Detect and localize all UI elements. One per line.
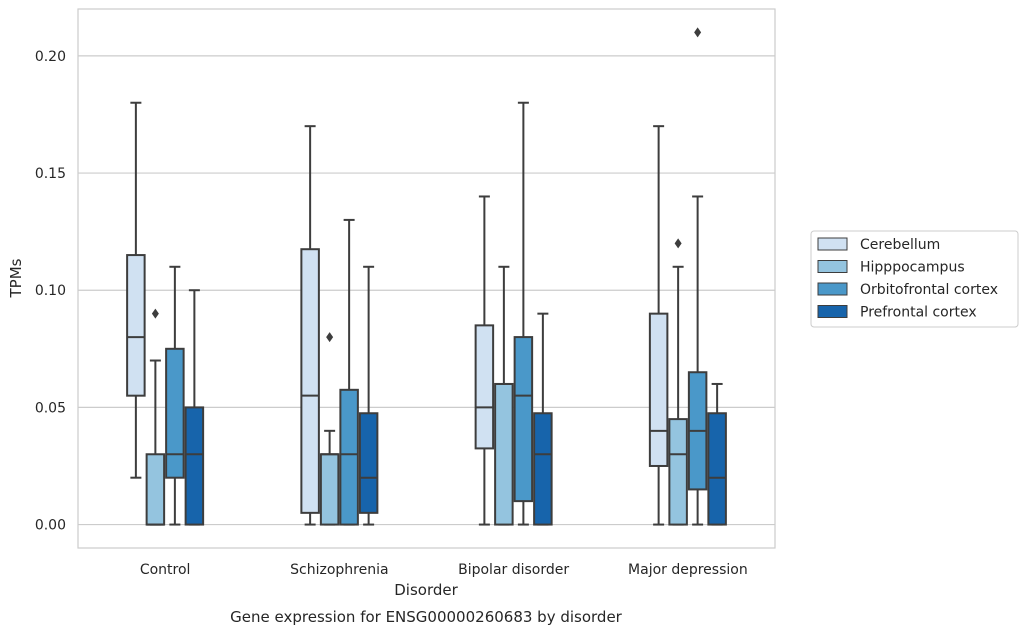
y-tick-label: 0.20 — [35, 49, 66, 65]
y-tick-label: 0.00 — [35, 518, 66, 534]
box-iqr — [707, 412, 727, 526]
outlier-point — [326, 332, 334, 343]
y-tick-label: 0.05 — [35, 400, 66, 416]
box-cerebellum-1 — [300, 125, 320, 526]
y-axis-label: TPMs — [7, 258, 25, 298]
box-hipppocampus-2 — [494, 265, 514, 526]
box-cerebellum-2 — [474, 195, 495, 526]
box-cerebellum-3 — [648, 125, 669, 526]
box-iqr — [126, 254, 146, 397]
plot-frame — [77, 8, 776, 549]
outlier-point — [151, 308, 159, 319]
legend-label: Cerebellum — [860, 237, 940, 253]
box-orbitofrontal-cortex-0 — [165, 265, 185, 526]
box-iqr — [145, 453, 166, 526]
box-hipppocampus-1 — [319, 332, 340, 526]
x-tick-label: Schizophrenia — [290, 562, 388, 578]
legend-label: Orbitofrontal cortex — [860, 282, 998, 298]
box-orbitofrontal-cortex-1 — [339, 218, 359, 526]
legend-swatch — [817, 282, 848, 296]
box-iqr — [474, 324, 495, 450]
x-tick-label: Major depression — [628, 562, 748, 578]
x-tick-label: Bipolar disorder — [458, 562, 569, 578]
box-iqr — [513, 336, 534, 503]
box-iqr — [533, 412, 553, 526]
box-prefrontal-cortex-2 — [533, 312, 553, 526]
x-tick-label: Control — [140, 562, 191, 578]
legend-swatch — [817, 260, 848, 273]
box-iqr — [358, 412, 379, 514]
y-tick-label: 0.10 — [35, 283, 66, 299]
legend-label: Hipppocampus — [860, 260, 965, 276]
box-prefrontal-cortex-1 — [358, 265, 379, 526]
box-hipppocampus-3 — [668, 238, 688, 526]
box-iqr — [494, 382, 514, 526]
box-iqr — [165, 347, 185, 479]
chart-caption: Gene expression for ENSG00000260683 by d… — [230, 608, 623, 626]
box-iqr — [339, 388, 359, 526]
legend-swatch — [817, 237, 848, 251]
box-hipppocampus-0 — [145, 308, 166, 526]
box-prefrontal-cortex-0 — [184, 289, 205, 526]
box-series — [126, 27, 727, 526]
x-tick-labels: Control Schizophrenia Bipolar disorder Majo… — [140, 562, 748, 578]
box-prefrontal-cortex-3 — [707, 382, 727, 526]
legend-label: Prefrontal cortex — [860, 305, 977, 321]
y-tick-label: 0.15 — [35, 166, 66, 182]
box-iqr — [668, 418, 688, 526]
outlier-point — [694, 27, 702, 38]
outlier-point — [674, 238, 682, 249]
box-iqr — [184, 406, 205, 526]
x-axis-label: Disorder — [394, 581, 458, 599]
y-tick-labels: 0.00 0.05 0.10 0.15 0.20 — [35, 49, 66, 534]
box-cerebellum-0 — [126, 101, 146, 479]
legend: Cerebellum Hipppocampus Orbitofrontal cort… — [810, 230, 1019, 328]
box-iqr — [319, 453, 340, 526]
box-orbitofrontal-cortex-3 — [687, 27, 708, 526]
box-orbitofrontal-cortex-2 — [513, 101, 534, 526]
box-iqr — [648, 312, 669, 467]
legend-frame — [810, 230, 1019, 328]
box-iqr — [300, 248, 320, 514]
legend-swatch — [817, 305, 848, 318]
